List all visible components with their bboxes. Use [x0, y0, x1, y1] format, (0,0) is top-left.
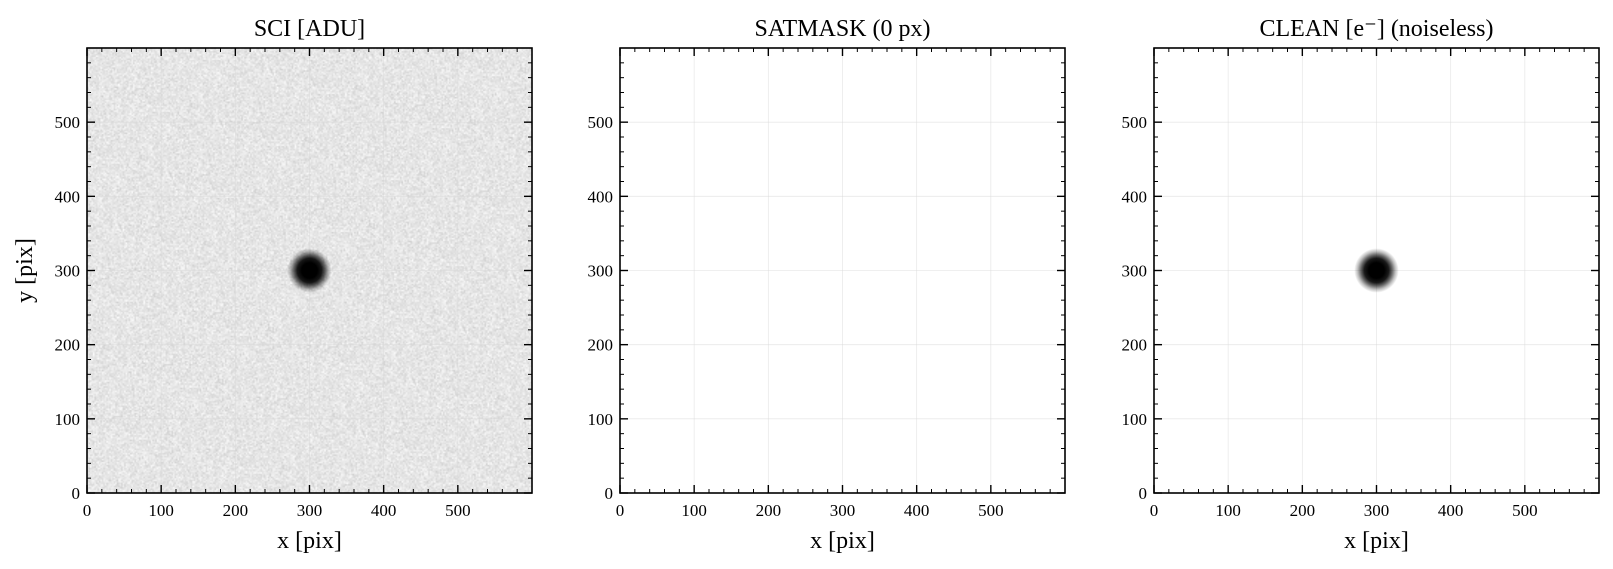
panel-title: SCI [ADU] — [254, 16, 365, 42]
y-tick-label-500: 500 — [55, 113, 81, 132]
y-tick-label-300: 300 — [1122, 262, 1148, 281]
x-tick-label-300: 300 — [830, 501, 856, 520]
y-tick-label-300: 300 — [588, 262, 614, 281]
y-tick-label-200: 200 — [1122, 336, 1148, 355]
y-tick-label-500: 500 — [588, 113, 614, 132]
y-tick-label-400: 400 — [588, 187, 614, 206]
panel-title: CLEAN [e⁻] (noiseless) — [1260, 16, 1494, 42]
image-area — [87, 48, 532, 493]
x-tick-label-200: 200 — [1290, 501, 1316, 520]
y-tick-label-200: 200 — [588, 336, 614, 355]
axes-frame — [619, 47, 1066, 494]
x-tick-label-100: 100 — [148, 501, 174, 520]
image-area — [1154, 48, 1599, 493]
panel-3: 0 100 200 300 400 500 0 100 200 300 400 500 CLEAN [e… — [1122, 16, 1600, 554]
y-tick-label-100: 100 — [1122, 410, 1148, 429]
x-tick-label-500: 500 — [445, 501, 471, 520]
image-area — [620, 48, 1065, 493]
x-tick-label-400: 400 — [904, 501, 930, 520]
y-tick-label-200: 200 — [55, 336, 81, 355]
x-tick-label-100: 100 — [1215, 501, 1241, 520]
x-tick-label-200: 200 — [756, 501, 782, 520]
y-tick-label-100: 100 — [55, 410, 81, 429]
x-tick-label-400: 400 — [1438, 501, 1464, 520]
x-axis-label: x [pix] — [810, 528, 875, 554]
y-tick-label-0: 0 — [605, 484, 614, 503]
panel-1: 0 100 200 300 400 500 0 100 200 300 400 500 SCI [ADU… — [12, 16, 533, 554]
x-tick-label-200: 200 — [223, 501, 249, 520]
x-tick-label-400: 400 — [371, 501, 397, 520]
y-tick-label-100: 100 — [588, 410, 614, 429]
x-axis-label: x [pix] — [1344, 528, 1409, 554]
x-tick-label-100: 100 — [681, 501, 707, 520]
panel-title: SATMASK (0 px) — [754, 16, 930, 42]
y-tick-label-400: 400 — [55, 187, 81, 206]
axes-frame — [86, 47, 533, 494]
y-tick-label-300: 300 — [55, 262, 81, 281]
x-tick-label-300: 300 — [1364, 501, 1390, 520]
y-tick-label-0: 0 — [1139, 484, 1148, 503]
point-source — [1354, 248, 1399, 293]
y-tick-label-0: 0 — [72, 484, 81, 503]
x-tick-label-500: 500 — [978, 501, 1004, 520]
point-source — [287, 248, 332, 293]
y-axis-label: y [pix] — [12, 238, 38, 303]
axes-frame — [1153, 47, 1600, 494]
x-tick-label-0: 0 — [1150, 501, 1159, 520]
x-tick-label-0: 0 — [83, 501, 92, 520]
y-tick-label-400: 400 — [1122, 187, 1148, 206]
x-tick-label-0: 0 — [616, 501, 625, 520]
x-axis-label: x [pix] — [277, 528, 342, 554]
y-tick-label-500: 500 — [1122, 113, 1148, 132]
x-tick-label-300: 300 — [297, 501, 323, 520]
x-tick-label-500: 500 — [1512, 501, 1538, 520]
panel-2: 0 100 200 300 400 500 0 100 200 300 400 500 SATMASK … — [588, 16, 1066, 554]
